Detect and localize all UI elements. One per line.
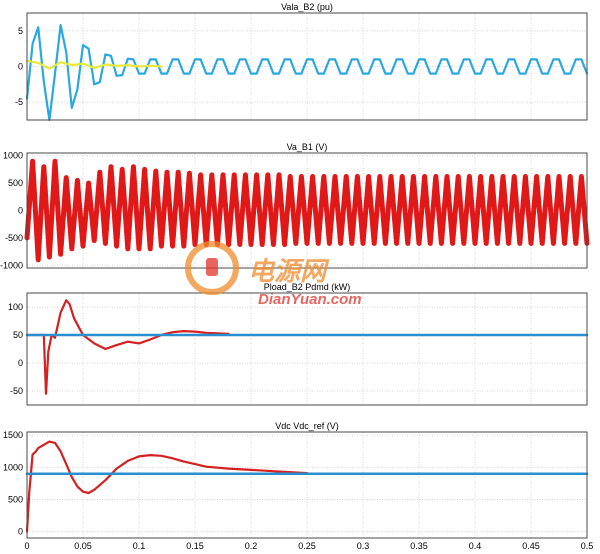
x-tick-label: 0.25 (298, 541, 316, 551)
y-tick-label: 50 (13, 330, 23, 340)
x-tick-label: 0.35 (410, 541, 428, 551)
y-tick-label: 100 (8, 302, 23, 312)
series-line-1 (25, 299, 230, 395)
series-line-1 (24, 158, 590, 263)
chart-panel-2: Va_B1 (V) -1000 -500 0 500 1000 (0, 142, 590, 270)
watermark: 电源网 DianYuan.com (185, 241, 362, 308)
watermark-logo-icon (185, 241, 239, 295)
y-tick-label: -1000 (0, 260, 23, 270)
x-tick-label: 0.2 (245, 541, 258, 551)
y-tick-label: 500 (8, 494, 23, 504)
y-tick-label: 0 (18, 62, 23, 72)
y-tick-label: -500 (5, 233, 23, 243)
x-tick-label: 0.1 (133, 541, 146, 551)
x-tick-label: 0.4 (469, 541, 482, 551)
x-tick-label: 0.05 (74, 541, 92, 551)
x-tick-label: 0.5 (581, 541, 594, 551)
x-tick-label: 0.3 (357, 541, 370, 551)
x-tick-label: 0.45 (522, 541, 540, 551)
chart-title: Vdc Vdc_ref (V) (275, 421, 339, 431)
plot-frame (26, 431, 588, 539)
plot-frame (26, 12, 588, 121)
y-tick-label: 0 (18, 358, 23, 368)
chart-panel-4: Vdc Vdc_ref (V) 0 500 1000 1500 0 0.05 0.1 0.15 0… (3, 421, 593, 551)
chart-title: Vala_B2 (pu) (281, 2, 333, 12)
x-tick-label: 0.15 (186, 541, 204, 551)
plot-frame (26, 152, 588, 269)
series-line-1 (25, 24, 589, 122)
x-tick-label: 0 (24, 541, 29, 551)
watermark-cn-text: 电源网 (248, 256, 330, 286)
chart-panel-3: Pload_B2 Pdmd (kW) -50 0 50 100 (8, 282, 589, 406)
y-tick-label: 500 (8, 178, 23, 188)
y-tick-label: 5 (18, 26, 23, 36)
chart-title: Pload_B2 Pdmd (kW) (264, 282, 351, 292)
y-tick-label: 0 (18, 527, 23, 537)
series-line-2 (25, 59, 163, 70)
y-tick-label: 1000 (3, 462, 23, 472)
chart-title: Va_B1 (V) (287, 142, 328, 152)
y-tick-label: 1000 (3, 151, 23, 161)
y-tick-label: 0 (18, 206, 23, 216)
watermark-plug-icon (206, 258, 218, 276)
y-tick-label: 1500 (3, 430, 23, 440)
watermark-en-text: DianYuan.com (258, 291, 362, 308)
y-tick-label: -5 (15, 97, 23, 107)
series-line-1 (25, 440, 309, 533)
chart-panel-1: Vala_B2 (pu) -5 0 5 (15, 2, 589, 122)
plot-frame (26, 292, 588, 406)
y-tick-label: -50 (10, 386, 23, 396)
